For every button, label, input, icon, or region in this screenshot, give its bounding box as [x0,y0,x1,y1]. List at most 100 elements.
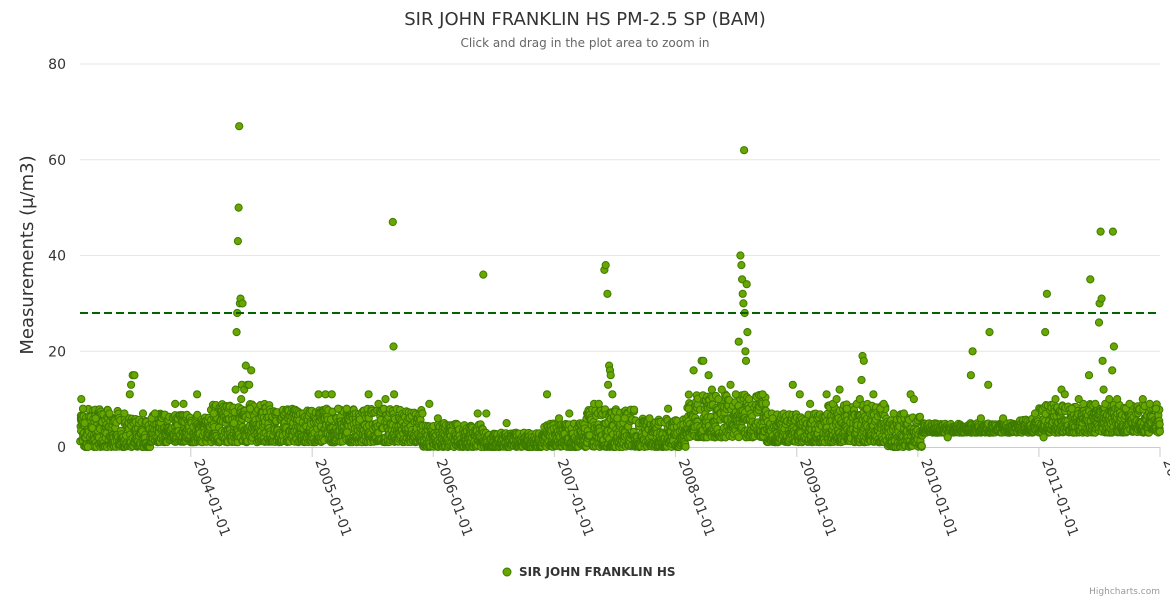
data-point[interactable] [744,395,754,404]
data-point[interactable] [1113,395,1122,404]
data-point[interactable] [869,390,878,399]
data-point[interactable] [608,390,617,399]
data-point[interactable] [603,289,612,298]
data-point[interactable] [737,261,746,270]
data-point[interactable] [742,280,751,289]
data-point[interactable] [502,419,511,428]
data-point[interactable] [425,399,434,408]
data-point[interactable] [842,404,852,413]
data-point[interactable] [620,414,629,423]
data-point[interactable] [381,395,390,404]
data-point[interactable] [234,203,243,212]
data-point[interactable] [739,299,748,308]
legend-label[interactable]: SIR JOHN FRANKLIN HS [519,565,676,579]
data-point[interactable] [681,442,690,451]
data-point[interactable] [235,122,244,131]
data-point[interactable] [768,414,777,423]
data-point[interactable] [1108,227,1118,236]
data-point[interactable] [594,399,603,408]
data-point[interactable] [171,399,180,408]
data-point[interactable] [565,409,574,418]
data-point[interactable] [1145,399,1154,408]
data-point[interactable] [806,399,815,408]
data-point[interactable] [1079,399,1088,408]
data-point[interactable] [788,380,797,389]
data-point[interactable] [1094,318,1104,327]
data-point[interactable] [479,270,488,279]
data-point[interactable] [77,395,86,404]
data-point[interactable] [542,390,552,399]
data-point[interactable] [1125,399,1134,408]
data-point[interactable] [689,366,698,375]
data-point[interactable] [795,390,804,399]
data-point[interactable] [1091,399,1100,408]
data-point[interactable] [1155,427,1165,436]
data-point[interactable] [857,375,866,385]
data-point[interactable] [738,289,747,298]
data-point[interactable] [1086,275,1095,284]
data-point[interactable] [707,385,717,394]
data-point[interactable] [1030,409,1040,418]
data-point[interactable] [130,371,139,380]
data-point[interactable] [822,390,831,399]
data-point[interactable] [1099,385,1108,394]
data-point[interactable] [78,404,88,413]
data-point[interactable] [473,409,482,418]
data-point[interactable] [1051,395,1060,404]
data-point[interactable] [127,380,136,389]
data-point[interactable] [717,385,726,394]
data-point[interactable] [388,217,397,227]
data-point[interactable] [554,414,564,423]
data-point[interactable] [482,409,491,418]
data-point[interactable] [726,380,735,389]
data-point[interactable] [342,404,351,413]
data-point[interactable] [761,399,771,408]
data-point[interactable] [389,342,398,351]
data-point[interactable] [613,414,622,423]
data-point[interactable] [1108,366,1117,375]
data-point[interactable] [699,356,708,365]
data-point[interactable] [740,146,749,155]
data-point[interactable] [943,433,952,442]
data-point[interactable] [88,423,97,432]
legend[interactable]: SIR JOHN FRANKLIN HS [502,565,676,579]
data-point[interactable] [1039,433,1048,442]
data-point[interactable] [664,404,673,413]
data-point[interactable] [229,419,238,428]
data-point[interactable] [604,380,613,389]
data-point[interactable] [899,409,909,418]
data-point[interactable] [976,414,986,423]
data-point[interactable] [179,399,188,408]
data-point[interactable] [736,251,745,260]
data-point[interactable] [1151,404,1161,413]
data-point[interactable] [83,442,93,452]
data-point[interactable] [138,409,148,418]
data-point[interactable] [832,395,841,404]
data-point[interactable] [238,299,247,308]
data-point[interactable] [741,356,751,365]
data-point[interactable] [966,371,976,380]
data-point[interactable] [915,412,925,421]
data-point[interactable] [245,380,254,389]
data-point[interactable] [731,390,740,399]
data-point[interactable] [855,395,864,404]
data-point[interactable] [209,409,218,418]
data-point[interactable] [237,395,246,404]
data-point[interactable] [1084,371,1094,380]
data-point[interactable] [364,390,373,399]
credits[interactable]: Highcharts.com [1089,587,1160,597]
data-point[interactable] [879,399,888,408]
data-point[interactable] [917,441,926,450]
data-point[interactable] [374,399,383,408]
data-point[interactable] [1067,404,1076,413]
data-point[interactable] [630,405,639,414]
data-point[interactable] [314,390,323,399]
data-point[interactable] [743,328,752,337]
data-point[interactable] [835,385,844,394]
data-point[interactable] [889,409,898,418]
data-point[interactable] [390,390,399,399]
data-point[interactable] [1097,294,1106,303]
data-point[interactable] [734,337,743,346]
data-point[interactable] [232,328,241,337]
data-point[interactable] [999,414,1008,423]
